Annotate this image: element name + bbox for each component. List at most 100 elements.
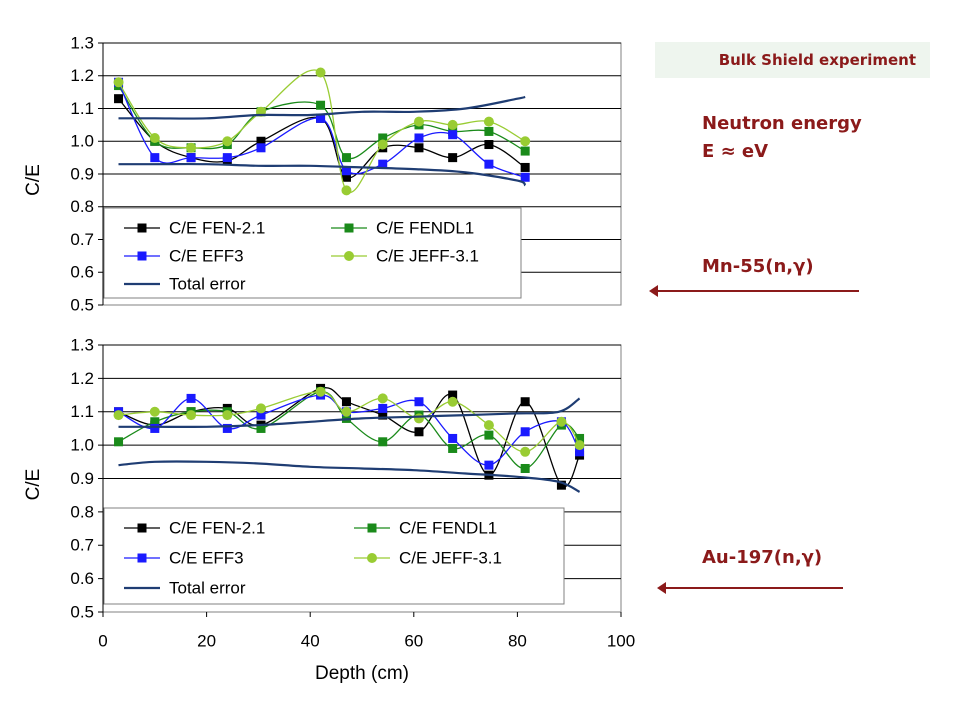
chart2-legend xyxy=(103,507,565,605)
chart2-legend-marker-fen xyxy=(137,523,147,533)
chart1-point-fen xyxy=(520,162,530,172)
chart1-point-eff xyxy=(341,166,351,176)
chart2-point-eff xyxy=(186,393,196,403)
chart2-point-jeff xyxy=(315,386,326,397)
arrow-top xyxy=(649,285,859,297)
chart2-y-tick-label: 1.2 xyxy=(70,369,94,388)
chart2-point-fendl xyxy=(448,443,458,453)
chart2-y-tick-label: 0.9 xyxy=(70,469,94,488)
chart1-legend-label-fendl: C/E FENDL1 xyxy=(376,218,474,237)
chart2-y-tick-label: 0.7 xyxy=(70,536,94,555)
chart2-point-jeff xyxy=(447,396,458,407)
chart1-legend-label-eff: C/E EFF3 xyxy=(169,246,244,265)
chart2-legend-label-jeff: C/E JEFF-3.1 xyxy=(399,548,502,567)
chart1-legend-marker-jeff xyxy=(344,251,354,261)
chart2-point-jeff xyxy=(222,410,233,421)
chart2-point-fendl xyxy=(484,430,494,440)
chart1-legend-label-jeff: C/E JEFF-3.1 xyxy=(376,246,479,265)
chart1-point-jeff xyxy=(186,142,197,153)
chart1-point-eff xyxy=(378,159,388,169)
chart1-point-fen xyxy=(414,143,424,153)
chart2-series-line-total-error-upper xyxy=(118,397,581,428)
chart1-point-jeff xyxy=(520,136,531,147)
chart1-point-eff xyxy=(484,159,494,169)
chart2-point-eff xyxy=(520,427,530,437)
chart2-point-eff xyxy=(256,410,266,420)
chart1-point-fen xyxy=(484,140,494,150)
chart1-point-fendl xyxy=(484,126,494,136)
chart2-point-eff xyxy=(414,397,424,407)
reaction-label-bottom: Au-197(n,γ) xyxy=(702,547,823,568)
chart2-y-axis-label: C/E xyxy=(23,469,44,501)
chart1-point-fen xyxy=(114,94,124,104)
chart2-point-fen xyxy=(414,427,424,437)
chart1-legend-label-total-error-upper: Total error xyxy=(169,274,246,293)
chart1-legend-marker-fendl xyxy=(344,223,354,233)
chart1-point-eff xyxy=(520,172,530,182)
chart2-legend-label-fendl: C/E FENDL1 xyxy=(399,518,497,537)
chart2-point-fen xyxy=(520,397,530,407)
chart1-y-axis-label: C/E xyxy=(23,164,44,196)
chart1-y-tick-label: 1.2 xyxy=(70,66,94,85)
chart1-y-tick-label: 0.6 xyxy=(70,263,94,282)
chart1-series-line-total-error-lower xyxy=(118,162,527,187)
chart1-point-fen xyxy=(341,172,351,182)
chart1-y-tick-label: 1.3 xyxy=(70,33,94,52)
chart1-legend xyxy=(103,207,522,299)
chart1-point-jeff xyxy=(483,116,494,127)
chart2-legend-label-eff: C/E EFF3 xyxy=(169,548,244,567)
chart1-point-eff xyxy=(150,153,160,163)
chart1-point-jeff xyxy=(377,139,388,150)
chart2-point-fendl xyxy=(378,437,388,447)
chart2-point-jeff xyxy=(483,420,494,431)
chart2-y-tick-label: 0.5 xyxy=(70,602,94,621)
chart2-point-jeff xyxy=(186,410,197,421)
chart2-point-fen xyxy=(448,390,458,400)
chart2-legend-marker-fendl xyxy=(367,523,377,533)
chart1-y-tick-label: 1.1 xyxy=(70,99,94,118)
chart2-y-tick-label: 1.0 xyxy=(70,436,94,455)
chart2-point-eff xyxy=(575,447,585,457)
chart2-x-tick-label: 100 xyxy=(607,631,635,650)
chart1-point-jeff xyxy=(447,119,458,130)
chart1-series-line-total-error-upper xyxy=(118,95,526,120)
chart1-y-tick-label: 0.8 xyxy=(70,197,94,216)
chart1-point-jeff xyxy=(341,185,352,196)
chart1-point-jeff xyxy=(315,67,326,78)
chart2-y-tick-label: 1.3 xyxy=(70,335,94,354)
chart1-point-eff xyxy=(448,130,458,140)
chart2-point-fendl xyxy=(575,433,585,443)
chart2-point-eff xyxy=(484,460,494,470)
chart2-point-eff xyxy=(378,403,388,413)
chart2-point-fen xyxy=(378,410,388,420)
chart1-y-tick-label: 1.0 xyxy=(70,132,94,151)
chart2-point-jeff xyxy=(377,393,388,404)
chart2-legend-marker-eff xyxy=(137,553,147,563)
chart1-point-eff xyxy=(316,113,326,123)
chart1-point-jeff xyxy=(113,77,124,88)
chart2-point-jeff xyxy=(413,413,424,424)
chart2-point-fendl xyxy=(114,437,124,447)
chart2-x-tick-label: 60 xyxy=(404,631,423,650)
chart1-point-fendl xyxy=(316,100,326,110)
chart2-y-tick-label: 0.6 xyxy=(70,569,94,588)
chart2-legend-label-fen: C/E FEN-2.1 xyxy=(169,518,265,537)
chart1-point-fen xyxy=(448,153,458,163)
chart1-y-tick-label: 0.7 xyxy=(70,230,94,249)
chart2-legend-label-total-error-upper: Total error xyxy=(169,578,246,597)
chart1-point-fendl xyxy=(520,146,530,156)
chart2-point-fendl xyxy=(150,417,160,427)
chart2-y-tick-label: 0.8 xyxy=(70,502,94,521)
chart1-point-jeff xyxy=(222,136,233,147)
chart1-point-jeff xyxy=(413,116,424,127)
chart2-point-fendl xyxy=(520,463,530,473)
chart1-point-eff xyxy=(256,143,266,153)
chart2-point-jeff xyxy=(574,440,585,451)
experiment-banner: Bulk Shield experiment xyxy=(655,42,930,78)
chart2-x-axis-label: Depth (cm) xyxy=(315,663,409,684)
chart2-point-jeff xyxy=(341,406,352,417)
chart2-legend-marker-jeff xyxy=(367,553,377,563)
chart1-point-eff xyxy=(414,133,424,143)
energy-label: Neutron energy xyxy=(702,113,862,134)
